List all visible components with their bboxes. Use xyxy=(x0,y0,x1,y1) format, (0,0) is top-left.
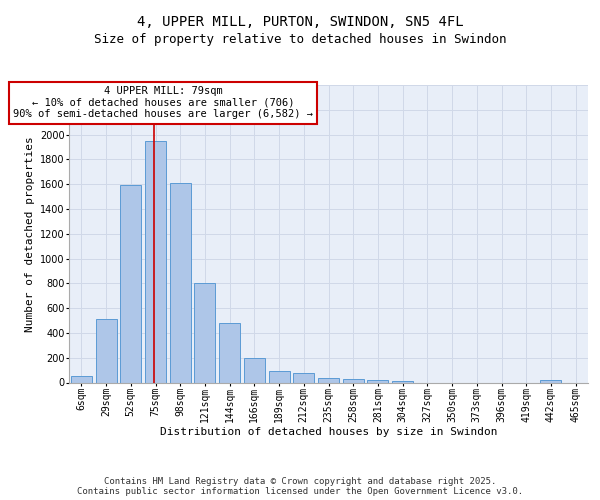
Text: 4 UPPER MILL: 79sqm
← 10% of detached houses are smaller (706)
90% of semi-detac: 4 UPPER MILL: 79sqm ← 10% of detached ho… xyxy=(13,86,313,120)
Bar xyxy=(343,380,364,382)
Bar xyxy=(71,376,92,382)
Bar xyxy=(318,378,339,382)
Bar xyxy=(367,380,388,382)
Text: Contains HM Land Registry data © Crown copyright and database right 2025.
Contai: Contains HM Land Registry data © Crown c… xyxy=(77,476,523,496)
X-axis label: Distribution of detached houses by size in Swindon: Distribution of detached houses by size … xyxy=(160,428,497,438)
Bar xyxy=(293,372,314,382)
Bar xyxy=(170,183,191,382)
Bar xyxy=(194,284,215,382)
Y-axis label: Number of detached properties: Number of detached properties xyxy=(25,136,35,332)
Bar xyxy=(219,323,240,382)
Bar xyxy=(541,380,562,382)
Bar xyxy=(145,141,166,382)
Bar xyxy=(95,320,116,382)
Bar xyxy=(392,380,413,382)
Text: 4, UPPER MILL, PURTON, SWINDON, SN5 4FL: 4, UPPER MILL, PURTON, SWINDON, SN5 4FL xyxy=(137,15,463,29)
Bar xyxy=(269,372,290,382)
Bar xyxy=(120,186,141,382)
Bar xyxy=(244,358,265,382)
Text: Size of property relative to detached houses in Swindon: Size of property relative to detached ho… xyxy=(94,32,506,46)
